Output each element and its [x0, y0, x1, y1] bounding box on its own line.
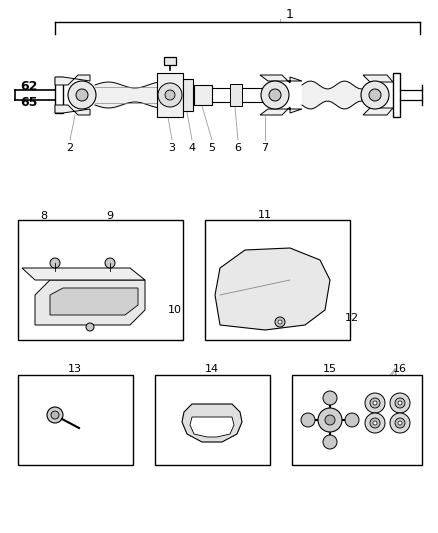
Circle shape: [395, 418, 405, 428]
Polygon shape: [22, 268, 145, 280]
Circle shape: [370, 398, 380, 408]
Bar: [155, 375, 270, 465]
Text: 4: 4: [188, 143, 195, 153]
Text: 16: 16: [393, 364, 407, 374]
Circle shape: [390, 393, 410, 413]
Bar: [18, 220, 183, 340]
Text: 15: 15: [323, 364, 337, 374]
Circle shape: [275, 317, 285, 327]
Bar: [292, 375, 422, 465]
Circle shape: [398, 421, 402, 425]
Circle shape: [318, 408, 342, 432]
Circle shape: [51, 411, 59, 419]
Text: 6: 6: [234, 143, 241, 153]
Circle shape: [398, 401, 402, 405]
Text: 7: 7: [261, 143, 268, 153]
Circle shape: [323, 391, 337, 405]
Text: 62: 62: [20, 80, 37, 93]
Circle shape: [301, 413, 315, 427]
Circle shape: [269, 89, 281, 101]
Polygon shape: [260, 75, 302, 83]
Circle shape: [105, 258, 115, 268]
Circle shape: [86, 323, 94, 331]
Circle shape: [369, 89, 381, 101]
Text: 3: 3: [169, 143, 176, 153]
Polygon shape: [50, 288, 138, 315]
Bar: [157, 73, 183, 117]
Circle shape: [365, 413, 385, 433]
Bar: [55, 77, 63, 113]
Polygon shape: [35, 280, 145, 325]
Text: 2: 2: [67, 143, 74, 153]
Text: 13: 13: [68, 364, 82, 374]
Text: 11: 11: [258, 210, 272, 220]
Bar: [183, 79, 193, 111]
Polygon shape: [55, 75, 90, 85]
Circle shape: [76, 89, 88, 101]
Circle shape: [373, 401, 377, 405]
Circle shape: [361, 81, 389, 109]
Circle shape: [395, 398, 405, 408]
Bar: [164, 57, 176, 65]
Polygon shape: [363, 108, 393, 115]
Polygon shape: [190, 417, 234, 437]
Circle shape: [158, 83, 182, 107]
Bar: [18, 375, 133, 465]
Text: 9: 9: [106, 211, 113, 221]
Circle shape: [325, 415, 335, 425]
Circle shape: [345, 413, 359, 427]
Circle shape: [165, 90, 175, 100]
Circle shape: [365, 393, 385, 413]
Polygon shape: [215, 248, 330, 330]
Polygon shape: [363, 75, 393, 82]
Text: 65: 65: [20, 96, 37, 109]
Text: 12: 12: [345, 313, 359, 323]
Bar: [194, 85, 212, 105]
Text: 14: 14: [205, 364, 219, 374]
Polygon shape: [182, 404, 242, 442]
Circle shape: [278, 320, 282, 324]
Circle shape: [373, 421, 377, 425]
Circle shape: [370, 418, 380, 428]
Bar: [393, 73, 400, 117]
Circle shape: [323, 435, 337, 449]
Circle shape: [47, 407, 63, 423]
Circle shape: [50, 258, 60, 268]
Text: 10: 10: [168, 305, 182, 315]
Polygon shape: [55, 105, 90, 115]
Circle shape: [68, 81, 96, 109]
Text: 1: 1: [286, 9, 294, 21]
Circle shape: [261, 81, 289, 109]
Polygon shape: [260, 107, 302, 115]
Circle shape: [390, 413, 410, 433]
Text: 5: 5: [208, 143, 215, 153]
Bar: [205, 220, 350, 340]
Bar: [230, 84, 242, 106]
Text: 8: 8: [40, 211, 48, 221]
